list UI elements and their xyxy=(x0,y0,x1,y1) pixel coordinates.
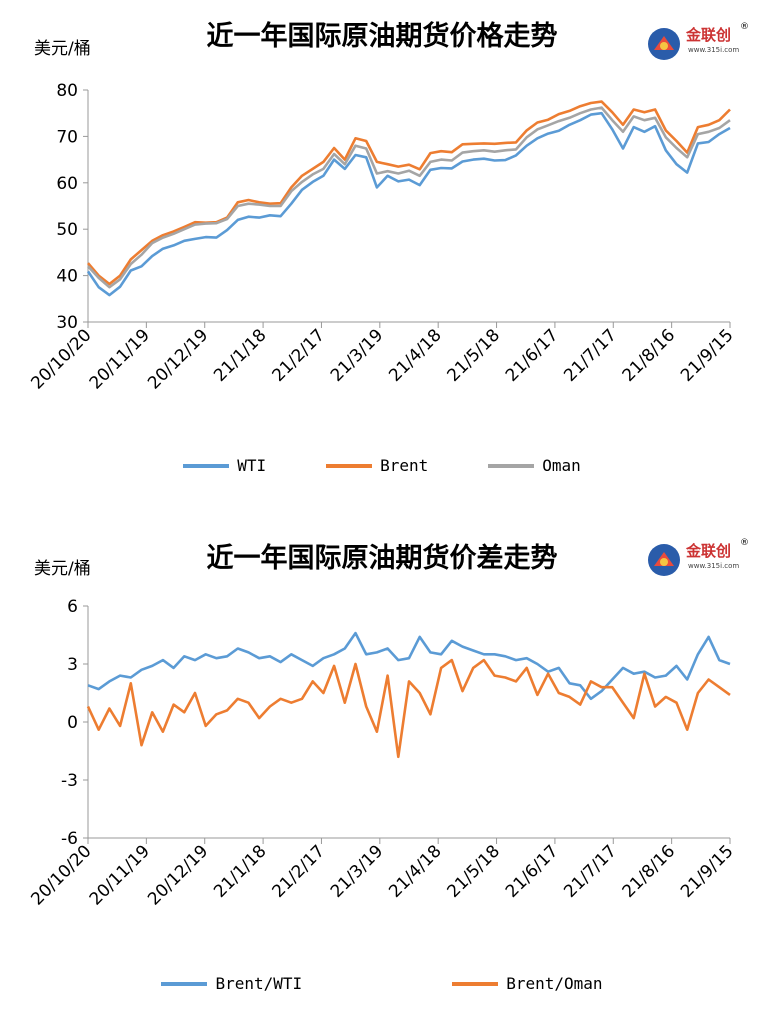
price-chart-x-tick-label: 21/3/19 xyxy=(327,325,387,385)
spread-chart-x-tick-label: 21/9/15 xyxy=(677,841,737,901)
legend-label-brent: Brent xyxy=(380,456,429,475)
brand-logo-icon xyxy=(648,28,680,60)
legend-label-oman: Oman xyxy=(542,456,581,475)
price-chart-x-tick-label: 21/4/18 xyxy=(385,325,445,385)
legend-swatch-brent xyxy=(326,463,373,468)
price-chart-x-tick-label: 21/6/17 xyxy=(502,325,562,385)
brand-logo-name-2: 金联创 xyxy=(686,542,732,560)
price-chart-x-tick-label: 21/9/15 xyxy=(677,325,737,385)
brand-logo-url: www.315i.com xyxy=(688,46,740,54)
spread-chart-series-line-brent-wti xyxy=(87,631,731,701)
price-chart-unit: 美元/桶 xyxy=(34,39,91,59)
price-chart-panel: 近一年国际原油期货价格走势 美元/桶 金联创 ® www.315i.com 30… xyxy=(0,0,764,500)
price-chart-x-tick-label: 21/2/17 xyxy=(268,325,328,385)
price-chart-y-tick-label: 80 xyxy=(56,81,78,101)
brand-logo-icon-2 xyxy=(648,544,680,576)
spread-chart-x-tick-label: 21/2/17 xyxy=(268,841,328,901)
brand-logo-mark-2: ® xyxy=(740,538,749,548)
spread-chart-x-tick-label: 21/7/17 xyxy=(560,841,620,901)
spread-chart-y-tick-label: -3 xyxy=(61,771,78,791)
price-chart-x-tick-label: 21/8/16 xyxy=(619,325,679,385)
price-chart-x-tick-label: 20/10/20 xyxy=(27,325,95,393)
legend-item-brent-oman: Brent/Oman xyxy=(452,974,603,993)
price-chart-y-tick-label: 30 xyxy=(56,313,78,333)
brand-logo: 金联创 ® www.315i.com xyxy=(644,22,754,68)
legend-swatch-oman xyxy=(488,463,535,468)
spread-chart-y-tick-label: 6 xyxy=(67,597,78,617)
spread-chart-x-tick-label: 20/10/20 xyxy=(27,841,95,909)
brand-logo-name: 金联创 xyxy=(686,26,732,44)
price-chart-x-tick-label: 20/11/19 xyxy=(86,325,154,393)
spread-chart-x-tick-label: 20/12/19 xyxy=(144,841,212,909)
price-chart-y-tick-label: 70 xyxy=(56,127,78,147)
brand-logo-mark: ® xyxy=(740,22,749,32)
legend-swatch-brent-wti xyxy=(161,981,208,986)
spread-chart-legend: Brent/WTI Brent/Oman xyxy=(0,974,764,993)
spread-chart-plot: -6-303620/10/2020/11/1920/12/1921/1/1821… xyxy=(27,597,737,910)
spread-chart-x-tick-label: 21/6/17 xyxy=(502,841,562,901)
price-chart-y-tick-label: 40 xyxy=(56,267,78,287)
spread-chart-x-tick-label: 20/11/19 xyxy=(86,841,154,909)
spread-chart-x-tick-label: 21/1/18 xyxy=(210,841,270,901)
legend-item-brent-wti: Brent/WTI xyxy=(161,974,302,993)
spread-chart-x-tick-label: 21/8/16 xyxy=(619,841,679,901)
price-chart-series-line-brent xyxy=(87,100,731,286)
price-chart-series-line-wti xyxy=(86,111,731,297)
legend-swatch-wti xyxy=(183,463,230,468)
brand-logo-2: 金联创 ® www.315i.com xyxy=(644,538,754,584)
legend-item-wti: WTI xyxy=(183,456,266,475)
legend-item-oman: Oman xyxy=(488,456,581,475)
spread-chart-unit: 美元/桶 xyxy=(34,559,91,579)
spread-chart-series-line-brent-oman xyxy=(86,658,731,759)
price-chart-y-tick-label: 50 xyxy=(56,220,78,240)
legend-label-brent-oman: Brent/Oman xyxy=(506,974,603,993)
price-chart-legend: WTI Brent Oman xyxy=(0,456,764,475)
spread-chart-x-tick-label: 21/5/18 xyxy=(444,841,504,901)
price-chart-x-tick-label: 20/12/19 xyxy=(144,325,212,393)
spread-chart-x-tick-label: 21/3/19 xyxy=(327,841,387,901)
legend-label-brent-wti: Brent/WTI xyxy=(215,974,303,993)
price-chart-x-tick-label: 21/1/18 xyxy=(210,325,270,385)
price-chart-plot: 30 40 50 60 70 80 20/10/2020/11/1920/12/1921/1… xyxy=(27,81,737,394)
price-chart-series-line-oman xyxy=(87,106,731,289)
spread-chart-y-tick-label: -6 xyxy=(61,829,78,849)
spread-chart-y-tick-label: 0 xyxy=(67,713,78,733)
price-chart-title: 近一年国际原油期货价格走势 xyxy=(206,21,558,52)
legend-item-brent: Brent xyxy=(326,456,428,475)
price-chart-x-tick-label: 21/5/18 xyxy=(444,325,504,385)
legend-label-wti: WTI xyxy=(237,456,267,475)
legend-swatch-brent-oman xyxy=(452,981,499,986)
spread-chart-x-tick-label: 21/4/18 xyxy=(385,841,445,901)
spread-chart-y-tick-label: 3 xyxy=(67,655,78,675)
price-chart-y-tick-label: 60 xyxy=(56,174,78,194)
spread-chart-title: 近一年国际原油期货价差走势 xyxy=(206,543,558,574)
brand-logo-url-2: www.315i.com xyxy=(688,562,740,570)
price-chart-x-tick-label: 21/7/17 xyxy=(560,325,620,385)
spread-chart-panel: 近一年国际原油期货价差走势 美元/桶 金联创 ® www.315i.com -6… xyxy=(0,510,764,1010)
